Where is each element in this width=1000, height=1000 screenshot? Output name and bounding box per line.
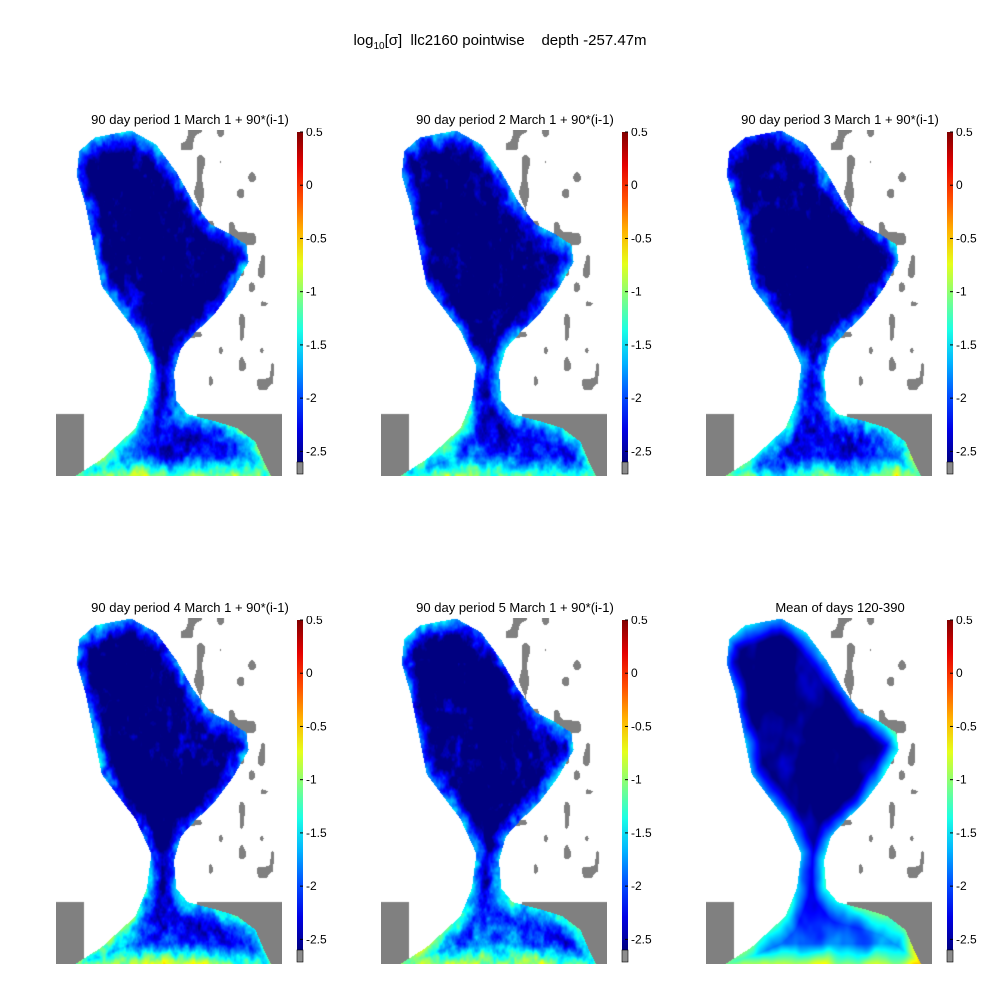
colorbar-nodata-swatch (621, 461, 629, 475)
panel-title: 90 day period 2 March 1 + 90*(i-1) (416, 112, 614, 127)
colorbar-gradient (622, 132, 628, 462)
colorbar-tick-label: -0.5 (631, 231, 652, 245)
colorbar-tick-label: -1.5 (956, 338, 977, 352)
figure-title: log10[σ] llc2160 pointwise depth -257.47… (0, 32, 1000, 52)
colorbar-gradient (297, 132, 303, 462)
colorbar-tick-label: -1 (631, 773, 642, 787)
title-rest: [σ] llc2160 pointwise depth -257.47m (384, 32, 647, 49)
colorbar-nodata-swatch (946, 949, 954, 963)
colorbar-tick-label: -0.5 (306, 231, 327, 245)
colorbar-tick-label: 0.5 (956, 616, 973, 627)
panel-4: 90 day period 4 March 1 + 90*(i-1) 0.5 0 -… (56, 600, 356, 964)
colorbar-nodata-swatch (621, 949, 629, 963)
colorbar-tick-label: 0 (956, 178, 963, 192)
colorbar: 0.5 0 -0.5 -1 -1.5 -2 -2.5 (946, 616, 977, 963)
heatmap-canvas (381, 130, 607, 476)
heatmap-canvas (56, 130, 282, 476)
colorbar-gradient (622, 620, 628, 950)
colorbar-tick-label: 0 (306, 666, 313, 680)
colorbar-tick-label: -2.5 (631, 444, 652, 458)
panel-title: 90 day period 1 March 1 + 90*(i-1) (91, 112, 289, 127)
colorbar-tick-label: -2.5 (306, 932, 327, 946)
colorbar-tick-label: -1.5 (631, 826, 652, 840)
colorbar-tick-label: 0 (956, 666, 963, 680)
panel-6: Mean of days 120-390 0.5 0 -0.5 -1 -1.5 -2 -2.… (706, 600, 1000, 964)
colorbar: 0.5 0 -0.5 -1 -1.5 -2 -2.5 (296, 128, 327, 475)
heatmap-canvas (706, 618, 932, 964)
heatmap-canvas (706, 130, 932, 476)
colorbar-tick-label: -2 (956, 879, 967, 893)
title-log-base: 10 (373, 41, 385, 52)
colorbar: 0.5 0 -0.5 -1 -1.5 -2 -2.5 (621, 616, 652, 963)
colorbar-tick-label: -1.5 (631, 338, 652, 352)
colorbar-tick-label: -1.5 (956, 826, 977, 840)
colorbar-tick-label: -2.5 (306, 444, 327, 458)
panel-3: 90 day period 3 March 1 + 90*(i-1) 0.5 0 -… (706, 112, 1000, 476)
colorbar-tick-label: -2.5 (631, 932, 652, 946)
colorbar: 0.5 0 -0.5 -1 -1.5 -2 -2.5 (621, 128, 652, 475)
colorbar-tick-label: 0 (631, 666, 638, 680)
colorbar-tick-label: -2 (306, 391, 317, 405)
panel-title: 90 day period 4 March 1 + 90*(i-1) (91, 600, 289, 615)
colorbar-gradient (947, 132, 953, 462)
colorbar-tick-label: -1.5 (306, 826, 327, 840)
colorbar-tick-label: -0.5 (956, 719, 977, 733)
colorbar-tick-label: -0.5 (306, 719, 327, 733)
colorbar-tick-label: 0.5 (956, 128, 973, 139)
panel-title: 90 day period 3 March 1 + 90*(i-1) (741, 112, 939, 127)
colorbar: 0.5 0 -0.5 -1 -1.5 -2 -2.5 (946, 128, 977, 475)
heatmap-canvas (381, 618, 607, 964)
colorbar-tick-label: -1 (306, 773, 317, 787)
colorbar-tick-label: 0.5 (631, 616, 648, 627)
colorbar: 0.5 0 -0.5 -1 -1.5 -2 -2.5 (296, 616, 327, 963)
colorbar-tick-label: 0.5 (306, 616, 323, 627)
title-log: log (353, 32, 374, 49)
colorbar-tick-label: -0.5 (956, 231, 977, 245)
colorbar-nodata-swatch (296, 949, 304, 963)
colorbar-tick-label: -1 (956, 285, 967, 299)
colorbar-tick-label: -2 (956, 391, 967, 405)
heatmap-canvas (56, 618, 282, 964)
colorbar-tick-label: 0 (306, 178, 313, 192)
colorbar-gradient (947, 620, 953, 950)
colorbar-nodata-swatch (296, 461, 304, 475)
colorbar-nodata-swatch (946, 461, 954, 475)
colorbar-tick-label: -2 (631, 879, 642, 893)
colorbar-tick-label: -2 (631, 391, 642, 405)
colorbar-tick-label: -1.5 (306, 338, 327, 352)
colorbar-tick-label: -0.5 (631, 719, 652, 733)
panel-5: 90 day period 5 March 1 + 90*(i-1) 0.5 0 -… (381, 600, 681, 964)
panel-title: 90 day period 5 March 1 + 90*(i-1) (416, 600, 614, 615)
colorbar-tick-label: -2.5 (956, 444, 977, 458)
colorbar-tick-label: -1 (631, 285, 642, 299)
panel-1: 90 day period 1 March 1 + 90*(i-1) 0.5 0 -… (56, 112, 356, 476)
colorbar-tick-label: 0.5 (631, 128, 648, 139)
colorbar-tick-label: -1 (956, 773, 967, 787)
colorbar-tick-label: -2.5 (956, 932, 977, 946)
colorbar-gradient (297, 620, 303, 950)
panel-2: 90 day period 2 March 1 + 90*(i-1) 0.5 0 -… (381, 112, 681, 476)
colorbar-tick-label: -1 (306, 285, 317, 299)
colorbar-tick-label: 0 (631, 178, 638, 192)
colorbar-tick-label: -2 (306, 879, 317, 893)
panel-title: Mean of days 120-390 (775, 600, 905, 615)
colorbar-tick-label: 0.5 (306, 128, 323, 139)
